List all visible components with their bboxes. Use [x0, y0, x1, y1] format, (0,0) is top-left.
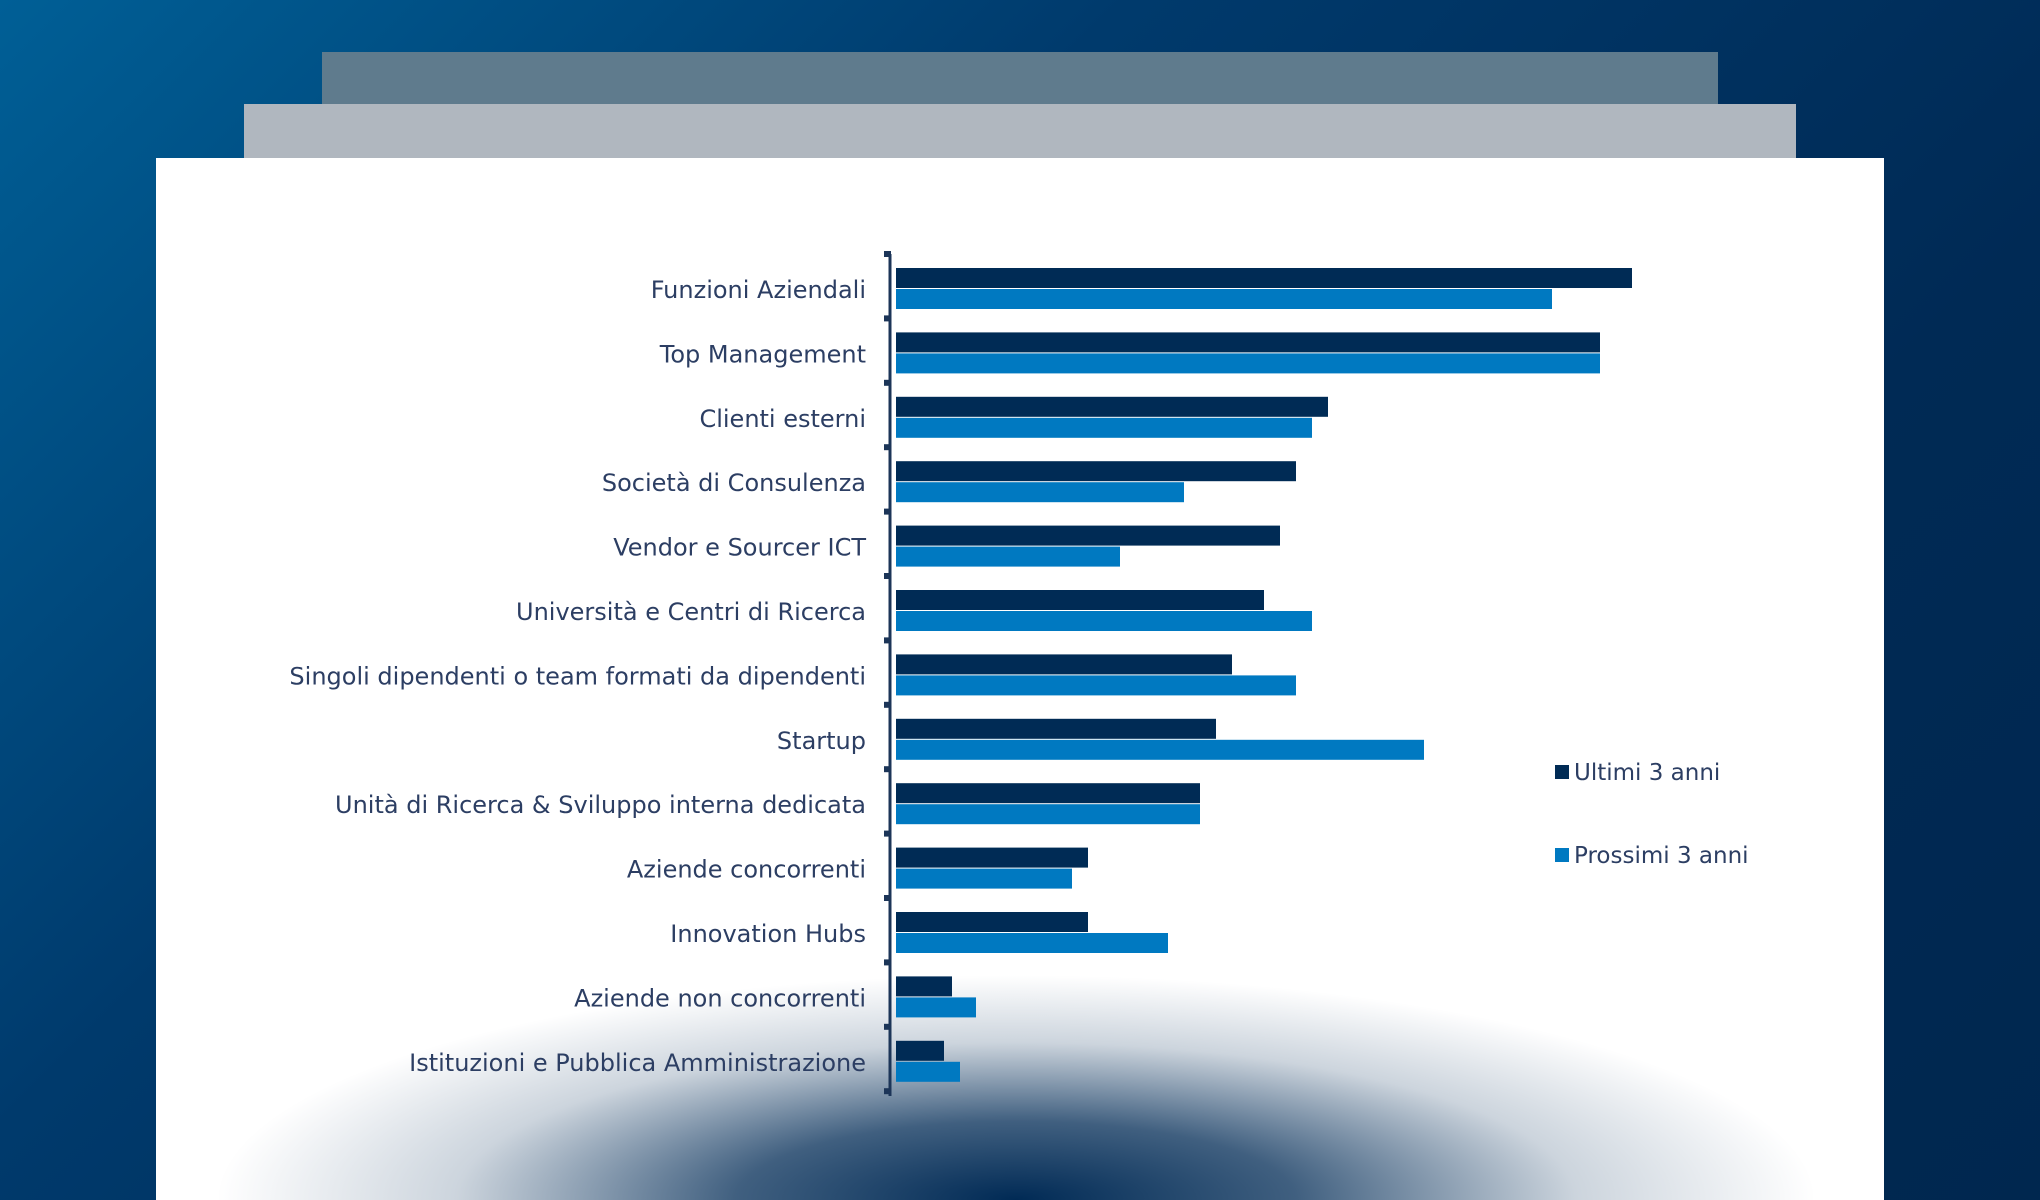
bar-prossimi	[896, 353, 1600, 374]
legend-label: Prossimi 3 anni	[1574, 843, 1749, 869]
category-label: Unità di Ricerca & Sviluppo interna dedi…	[335, 791, 866, 819]
y-axis-tick	[884, 830, 891, 837]
bar-prossimi	[896, 933, 1168, 953]
bar-ultimi	[896, 654, 1232, 675]
y-axis-tick	[884, 1023, 891, 1030]
legend-swatch	[1555, 848, 1569, 862]
category-label: Funzioni Aziendali	[651, 276, 866, 304]
bar-prossimi	[896, 675, 1296, 696]
y-axis-tick	[884, 315, 891, 322]
bar-prossimi	[896, 868, 1072, 889]
category-label: Singoli dipendenti o team formati da dip…	[289, 662, 866, 690]
bar-ultimi	[896, 783, 1200, 804]
bar-prossimi	[896, 417, 1312, 438]
bar-prossimi	[896, 482, 1184, 503]
bar-prossimi	[896, 997, 976, 1018]
bar-prossimi	[896, 1061, 960, 1082]
category-label: Clienti esterni	[699, 405, 866, 433]
bar-ultimi	[896, 976, 952, 997]
y-axis-tick	[884, 251, 891, 257]
bar-prossimi	[896, 739, 1424, 760]
category-label: Aziende non concorrenti	[574, 984, 866, 1012]
background-sheet-middle	[244, 104, 1796, 164]
category-label: Istituzioni e Pubblica Amministrazione	[409, 1049, 866, 1077]
bar-prossimi	[896, 611, 1312, 631]
bar-ultimi	[896, 332, 1600, 353]
bar-ultimi	[896, 912, 1088, 932]
bar-prossimi	[896, 804, 1200, 825]
bar-prossimi	[896, 289, 1552, 309]
legend-swatch	[1555, 765, 1569, 779]
y-axis-tick	[884, 637, 891, 644]
category-label: Startup	[777, 727, 866, 755]
background-sheet-back	[322, 52, 1718, 112]
y-axis-tick	[884, 444, 891, 451]
y-axis-tick	[884, 959, 891, 966]
bar-ultimi	[896, 461, 1296, 482]
y-axis-tick	[884, 1088, 891, 1095]
y-axis-tick	[884, 508, 891, 515]
category-label: Università e Centri di Ricerca	[516, 598, 866, 626]
category-label: Vendor e Sourcer ICT	[613, 534, 866, 562]
bar-ultimi	[896, 718, 1216, 739]
bar-ultimi	[896, 590, 1264, 610]
bar-ultimi	[896, 847, 1088, 868]
y-axis-tick	[884, 573, 891, 579]
bar-ultimi	[896, 525, 1280, 546]
y-axis-tick	[884, 766, 891, 773]
category-label: Società di Consulenza	[602, 469, 866, 497]
category-label: Top Management	[659, 340, 866, 368]
y-axis-tick	[884, 379, 891, 386]
y-axis-tick	[884, 701, 891, 708]
legend-label: Ultimi 3 anni	[1574, 760, 1720, 786]
bar-ultimi	[896, 268, 1632, 288]
bar-prossimi	[896, 546, 1120, 567]
bar-ultimi	[896, 396, 1328, 417]
y-axis-tick	[884, 895, 891, 901]
category-label: Innovation Hubs	[670, 920, 866, 948]
category-label: Aziende concorrenti	[627, 856, 866, 884]
bar-ultimi	[896, 1040, 944, 1061]
